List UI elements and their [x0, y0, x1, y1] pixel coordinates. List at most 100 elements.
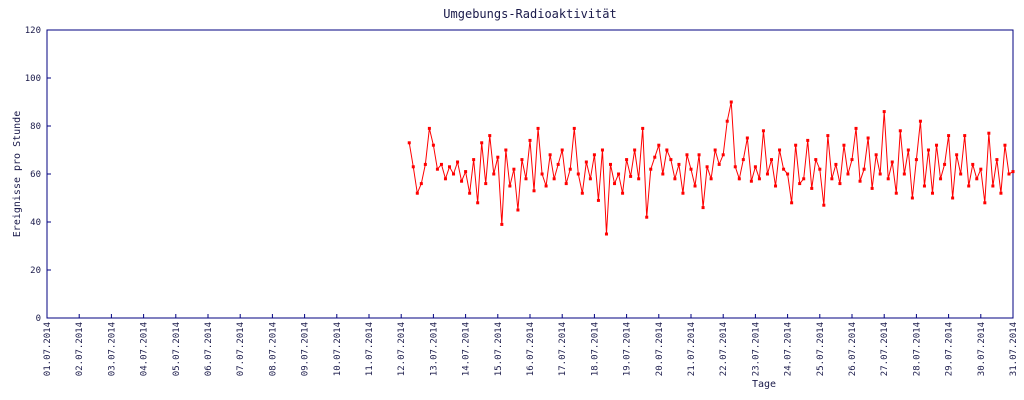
y-tick-label: 20 — [30, 266, 41, 276]
x-tick-label: 26.07.2014 — [848, 322, 858, 376]
data-point — [866, 136, 870, 140]
x-tick-label: 21.07.2014 — [687, 322, 697, 376]
data-point — [556, 162, 560, 166]
data-point — [496, 155, 500, 159]
x-tick-label: 11.07.2014 — [365, 322, 375, 376]
data-point — [456, 160, 460, 164]
data-point — [560, 148, 564, 152]
y-tick-label: 0 — [36, 314, 41, 324]
data-point — [1003, 143, 1007, 147]
data-point — [862, 167, 866, 171]
data-point — [588, 177, 592, 181]
x-tick-label: 06.07.2014 — [204, 322, 214, 376]
x-tick-label: 09.07.2014 — [301, 322, 311, 376]
data-point — [757, 177, 761, 181]
data-point — [701, 206, 705, 210]
data-point — [520, 158, 524, 162]
data-point — [802, 177, 806, 181]
data-point — [685, 153, 689, 157]
y-tick-label: 120 — [25, 26, 41, 36]
data-point — [935, 143, 939, 147]
x-tick-label: 19.07.2014 — [623, 322, 633, 376]
data-point — [448, 165, 451, 169]
data-point — [798, 182, 802, 186]
data-point — [761, 129, 765, 133]
data-point — [516, 208, 520, 212]
data-point — [822, 203, 826, 207]
data-point — [979, 167, 983, 171]
data-point — [508, 184, 512, 188]
x-tick-label: 01.07.2014 — [43, 322, 53, 376]
data-point — [854, 126, 858, 130]
data-point — [488, 134, 492, 138]
data-point — [464, 170, 468, 174]
data-point — [532, 189, 536, 193]
data-point — [770, 158, 773, 162]
data-point — [995, 158, 999, 162]
data-point — [794, 143, 798, 147]
data-point — [576, 172, 580, 176]
data-point — [536, 126, 540, 130]
data-point — [637, 177, 641, 181]
data-point — [460, 179, 464, 183]
data-point — [419, 182, 423, 186]
data-point — [512, 167, 516, 171]
data-point — [850, 158, 854, 162]
data-point — [431, 143, 435, 147]
x-tick-label: 04.07.2014 — [140, 322, 150, 376]
data-point — [423, 162, 427, 166]
data-point — [657, 143, 661, 147]
data-point — [737, 177, 741, 181]
data-point — [753, 165, 757, 169]
x-tick-label: 03.07.2014 — [107, 322, 117, 376]
data-point — [741, 158, 745, 162]
data-point — [721, 153, 725, 157]
data-point — [939, 177, 943, 181]
data-point — [604, 232, 608, 236]
data-point — [922, 184, 926, 188]
y-tick-label: 60 — [30, 170, 41, 180]
x-tick-label: 25.07.2014 — [816, 322, 826, 376]
data-point — [931, 191, 934, 195]
data-point — [890, 160, 894, 164]
data-point — [697, 153, 701, 157]
x-tick-label: 17.07.2014 — [558, 322, 568, 376]
y-tick-label: 40 — [30, 218, 41, 228]
data-line — [408, 101, 1014, 235]
x-tick-label: 13.07.2014 — [429, 322, 439, 376]
x-tick-label: 24.07.2014 — [784, 322, 794, 376]
data-point — [902, 172, 906, 176]
data-point — [468, 191, 472, 195]
data-point — [673, 177, 677, 181]
data-point — [476, 201, 480, 205]
data-point — [609, 162, 612, 166]
data-point — [818, 167, 822, 171]
data-point — [653, 155, 657, 159]
data-point — [914, 158, 918, 162]
data-point — [709, 177, 713, 181]
chart-title: Umgebungs-Radioaktivität — [443, 7, 616, 21]
data-point — [584, 160, 588, 164]
y-axis-label: Ereignisse pro Stunde — [12, 111, 23, 237]
data-point — [548, 153, 552, 157]
plot-frame — [46, 29, 1014, 319]
y-tick-label: 100 — [25, 74, 41, 84]
data-point — [540, 172, 544, 176]
x-axis-label: Tage — [752, 379, 776, 390]
data-point — [975, 177, 979, 181]
data-point — [613, 182, 617, 186]
data-point — [790, 201, 794, 205]
data-point — [552, 177, 556, 181]
data-point — [886, 177, 890, 181]
data-point — [492, 172, 496, 176]
data-point — [435, 167, 439, 171]
data-point — [943, 162, 947, 166]
data-point — [472, 158, 476, 162]
data-point — [443, 177, 447, 181]
data-point — [641, 126, 645, 130]
data-point — [705, 165, 709, 169]
data-point — [749, 179, 753, 183]
x-tick-label: 22.07.2014 — [719, 322, 729, 376]
data-point — [504, 148, 508, 152]
